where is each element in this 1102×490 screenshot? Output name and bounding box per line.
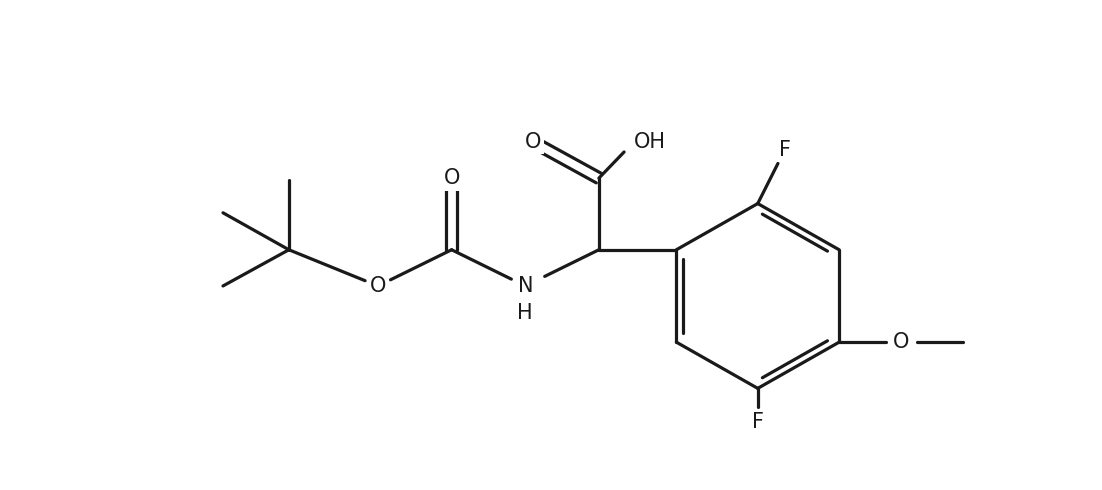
- Text: OH: OH: [634, 132, 666, 152]
- Text: O: O: [893, 332, 909, 352]
- Text: O: O: [443, 168, 460, 188]
- Text: O: O: [525, 132, 541, 152]
- Text: O: O: [370, 276, 386, 296]
- Text: H: H: [518, 303, 533, 323]
- Text: F: F: [752, 412, 764, 432]
- Text: F: F: [779, 140, 791, 160]
- Text: N: N: [518, 276, 533, 296]
